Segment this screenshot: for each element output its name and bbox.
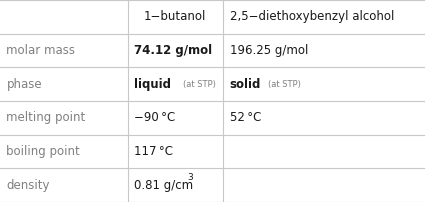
Text: phase: phase [6, 78, 42, 91]
Text: liquid: liquid [134, 78, 171, 91]
Text: 74.12 g/mol: 74.12 g/mol [134, 44, 212, 57]
Text: 0.81 g/cm: 0.81 g/cm [134, 179, 193, 192]
Text: molar mass: molar mass [6, 44, 75, 57]
Text: solid: solid [230, 78, 261, 91]
Text: 1−butanol: 1−butanol [144, 10, 207, 23]
Text: (at STP): (at STP) [183, 80, 215, 89]
Text: 2,5−diethoxybenzyl alcohol: 2,5−diethoxybenzyl alcohol [230, 10, 394, 23]
Text: (at STP): (at STP) [268, 80, 300, 89]
Text: 117 °C: 117 °C [134, 145, 173, 158]
Text: 3: 3 [187, 173, 193, 182]
Text: density: density [6, 179, 50, 192]
Text: −90 °C: −90 °C [134, 111, 175, 124]
Text: 52 °C: 52 °C [230, 111, 261, 124]
Text: melting point: melting point [6, 111, 85, 124]
Text: 196.25 g/mol: 196.25 g/mol [230, 44, 308, 57]
Text: boiling point: boiling point [6, 145, 80, 158]
